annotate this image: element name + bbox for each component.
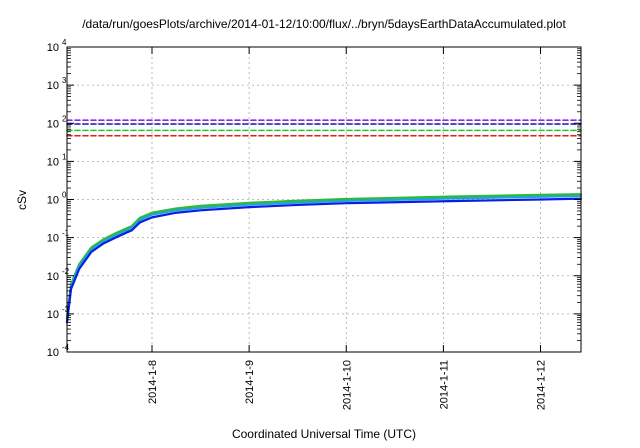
y-tick-exponent: -4 <box>62 343 70 352</box>
y-tick-exponent: 1 <box>62 152 67 161</box>
y-tick-exponent: 3 <box>62 76 67 85</box>
y-tick-exponent: -3 <box>62 305 70 314</box>
y-tick-label: 10 <box>47 309 59 321</box>
x-tick-label: 2014-1-12 <box>536 360 548 410</box>
y-tick-label: 10 <box>47 195 59 207</box>
series-line-2 <box>65 194 583 321</box>
y-tick-label: 10 <box>47 347 59 359</box>
y-tick-label: 10 <box>47 80 59 92</box>
x-axis-label: Coordinated Universal Time (UTC) <box>232 427 416 441</box>
chart-title: /data/run/goesPlots/archive/2014-01-12/1… <box>82 17 566 31</box>
y-tick-exponent: -1 <box>62 229 70 238</box>
y-tick-exponent: 0 <box>62 191 67 200</box>
series-lines <box>65 119 583 324</box>
x-tick-label: 2014-1-8 <box>147 360 159 404</box>
y-tick-label: 10 <box>47 42 59 54</box>
y-axis-label: cSv <box>15 190 29 210</box>
x-tick-label: 2014-1-10 <box>341 360 353 410</box>
y-tick-exponent: 2 <box>62 114 67 123</box>
y-tick-exponent: -2 <box>62 267 70 276</box>
y-tick-label: 10 <box>47 156 59 168</box>
x-tick-label: 2014-1-9 <box>244 360 256 404</box>
series-line-1 <box>65 193 583 319</box>
y-tick-exponent: 4 <box>62 38 67 47</box>
y-tick-label: 10 <box>47 271 59 283</box>
y-tick-label: 10 <box>47 233 59 245</box>
series-line-3 <box>65 197 583 324</box>
y-tick-label: 10 <box>47 118 59 130</box>
x-tick-label: 2014-1-11 <box>438 360 450 409</box>
